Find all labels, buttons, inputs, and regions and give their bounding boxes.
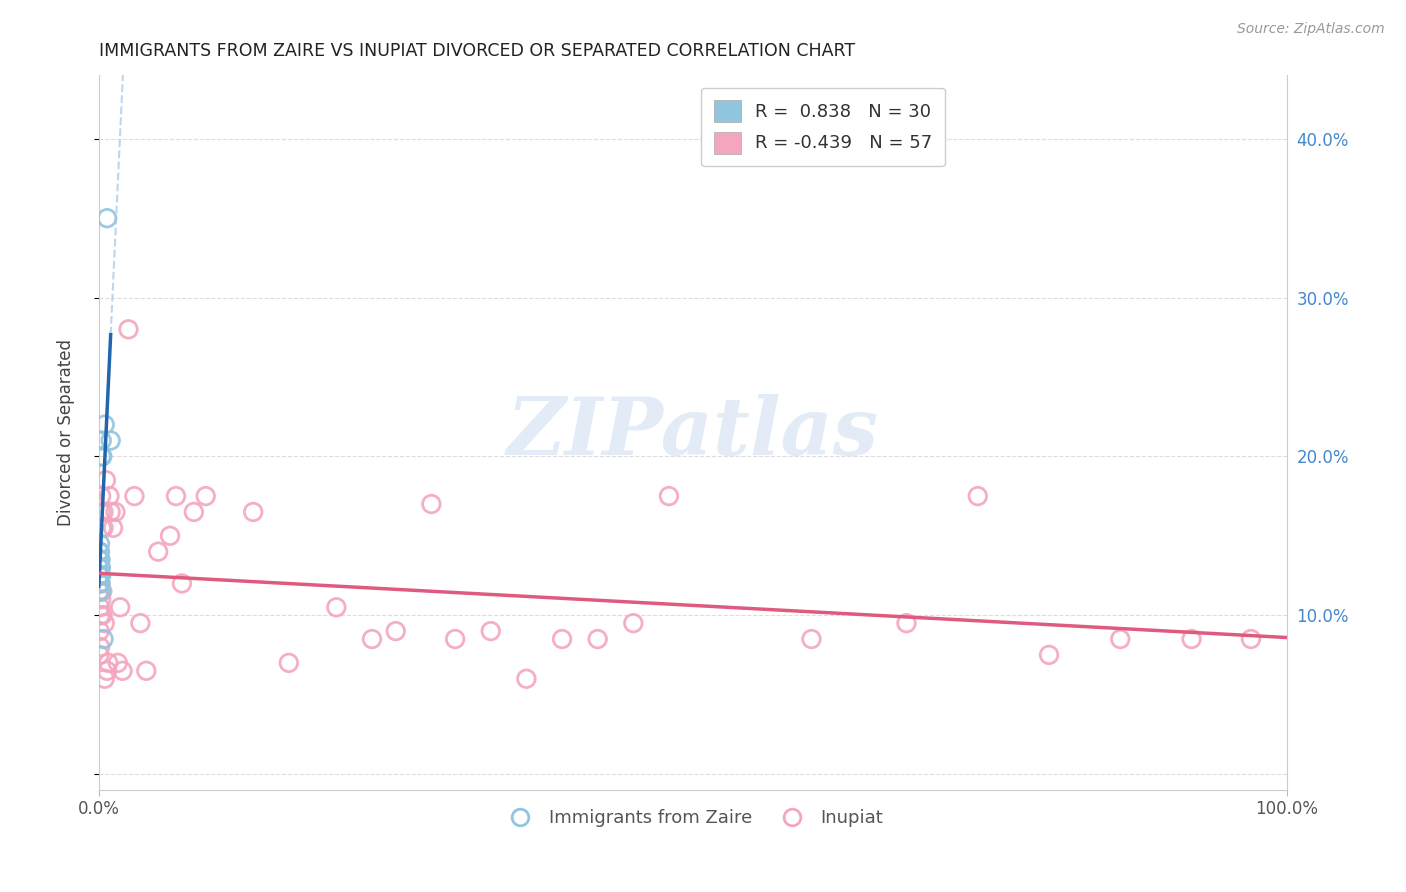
Point: [159, 529, 181, 543]
Point: [90, 608, 112, 623]
Point: [87, 560, 110, 574]
Point: [1240, 632, 1263, 646]
Point: [100, 434, 122, 448]
Y-axis label: Divorced or Separated: Divorced or Separated: [58, 339, 75, 526]
Point: [896, 616, 918, 631]
Point: [89, 576, 111, 591]
Point: [170, 576, 193, 591]
Point: [129, 616, 152, 631]
Point: [90, 560, 112, 574]
Legend: Immigrants from Zaire, Inupiat: Immigrants from Zaire, Inupiat: [495, 802, 890, 835]
Point: [93, 521, 115, 535]
Point: [89, 560, 111, 574]
Point: [1109, 632, 1132, 646]
Point: [89, 568, 111, 582]
Point: [89, 560, 111, 574]
Point: [89, 576, 111, 591]
Point: [479, 624, 502, 639]
Point: [90, 568, 112, 582]
Point: [89, 568, 111, 582]
Point: [89, 544, 111, 558]
Point: [384, 624, 406, 639]
Point: [90, 584, 112, 599]
Point: [89, 544, 111, 558]
Point: [90, 489, 112, 503]
Point: [89, 640, 111, 654]
Point: [148, 544, 170, 558]
Point: [444, 632, 467, 646]
Point: [117, 322, 139, 336]
Point: [104, 505, 127, 519]
Point: [91, 450, 114, 464]
Point: [242, 505, 264, 519]
Point: [108, 600, 131, 615]
Point: [89, 584, 111, 599]
Point: [124, 489, 146, 503]
Point: [89, 552, 111, 566]
Point: [586, 632, 609, 646]
Point: [420, 497, 443, 511]
Point: [1038, 648, 1060, 662]
Point: [96, 211, 118, 226]
Point: [89, 537, 111, 551]
Point: [361, 632, 384, 646]
Point: [658, 489, 681, 503]
Point: [91, 584, 114, 599]
Point: [183, 505, 205, 519]
Point: [90, 552, 112, 566]
Point: [89, 584, 111, 599]
Point: [94, 473, 117, 487]
Point: [621, 616, 644, 631]
Point: [98, 489, 121, 503]
Point: [90, 450, 112, 464]
Point: [91, 608, 114, 623]
Point: [90, 505, 112, 519]
Point: [89, 568, 111, 582]
Point: [89, 648, 111, 662]
Point: [89, 560, 111, 574]
Point: [551, 632, 574, 646]
Point: [1180, 632, 1202, 646]
Point: [515, 672, 537, 686]
Point: [89, 552, 111, 566]
Point: [800, 632, 823, 646]
Point: [90, 576, 112, 591]
Point: [194, 489, 217, 503]
Text: ZIPatlas: ZIPatlas: [506, 393, 879, 471]
Point: [89, 624, 111, 639]
Point: [93, 632, 115, 646]
Point: [89, 568, 111, 582]
Point: [100, 505, 122, 519]
Point: [93, 505, 115, 519]
Text: IMMIGRANTS FROM ZAIRE VS INUPIAT DIVORCED OR SEPARATED CORRELATION CHART: IMMIGRANTS FROM ZAIRE VS INUPIAT DIVORCE…: [98, 42, 855, 60]
Point: [93, 672, 115, 686]
Point: [89, 544, 111, 558]
Point: [165, 489, 187, 503]
Point: [97, 656, 120, 670]
Point: [277, 656, 299, 670]
Point: [89, 568, 111, 582]
Point: [135, 664, 157, 678]
Point: [111, 664, 134, 678]
Point: [93, 417, 115, 432]
Point: [89, 600, 111, 615]
Point: [90, 592, 112, 607]
Point: [325, 600, 347, 615]
Point: [89, 560, 111, 574]
Point: [101, 521, 124, 535]
Point: [90, 434, 112, 448]
Point: [107, 656, 129, 670]
Point: [966, 489, 988, 503]
Point: [93, 616, 115, 631]
Point: [96, 664, 118, 678]
Point: [90, 521, 112, 535]
Text: Source: ZipAtlas.com: Source: ZipAtlas.com: [1237, 22, 1385, 37]
